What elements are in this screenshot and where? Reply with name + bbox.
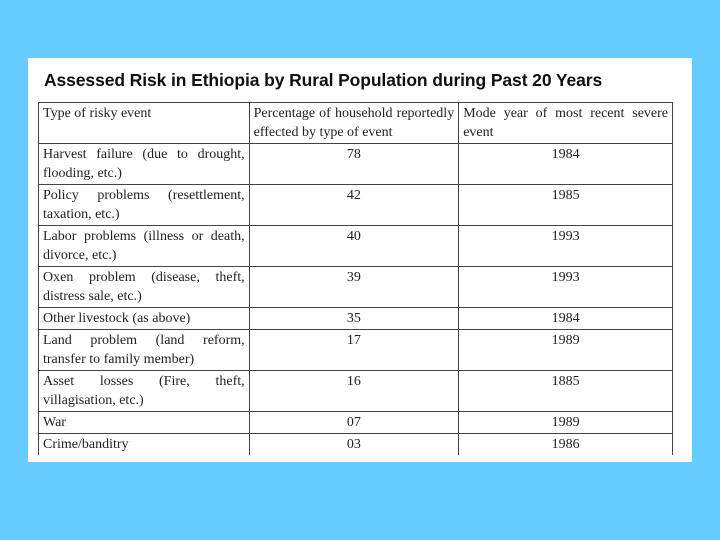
document-title: Assessed Risk in Ethiopia by Rural Popul… xyxy=(44,70,603,90)
cell-percentage: 39 xyxy=(248,266,460,308)
cell-event: Crime/banditry xyxy=(38,433,250,455)
header-mode-year: Mode year of most recent severe event xyxy=(458,102,673,144)
table-row: Policy problems (resettlement, taxation,… xyxy=(38,184,673,226)
cell-event: Other livestock (as above) xyxy=(38,307,250,330)
cell-year: 1989 xyxy=(458,411,673,434)
cell-year: 1985 xyxy=(458,184,673,226)
cell-event: Policy problems (resettlement, taxation,… xyxy=(38,184,250,226)
table-row: Crime/banditry 03 1986 xyxy=(38,433,673,455)
table-row: Labor problems (illness or death, divorc… xyxy=(38,225,673,267)
cell-event: Labor problems (illness or death, divorc… xyxy=(38,225,250,267)
table-row: Harvest failure (due to drought, floodin… xyxy=(38,143,673,185)
cell-event: Harvest failure (due to drought, floodin… xyxy=(38,143,250,185)
table-row: War 07 1989 xyxy=(38,411,673,434)
cell-year: 1984 xyxy=(458,307,673,330)
table-row: Oxen problem (disease, theft, distress s… xyxy=(38,266,673,308)
cell-percentage: 07 xyxy=(248,411,460,434)
table-row: Asset losses (Fire, theft, villagisation… xyxy=(38,370,673,412)
header-event-type: Type of risky event xyxy=(38,102,250,144)
cell-event: Oxen problem (disease, theft, distress s… xyxy=(38,266,250,308)
cell-event: Land problem (land reform, transfer to f… xyxy=(38,329,250,371)
cell-year: 1993 xyxy=(458,225,673,267)
cell-percentage: 42 xyxy=(248,184,460,226)
cell-year: 1986 xyxy=(458,433,673,455)
cell-percentage: 03 xyxy=(248,433,460,455)
cell-percentage: 17 xyxy=(248,329,460,371)
cell-year: 1993 xyxy=(458,266,673,308)
cell-year: 1885 xyxy=(458,370,673,412)
cell-percentage: 40 xyxy=(248,225,460,267)
cell-percentage: 16 xyxy=(248,370,460,412)
header-percentage: Percentage of household reportedly effec… xyxy=(248,102,460,144)
table-row: Land problem (land reform, transfer to f… xyxy=(38,329,673,371)
cell-year: 1984 xyxy=(458,143,673,185)
table-row: Other livestock (as above) 35 1984 xyxy=(38,307,673,330)
cell-percentage: 78 xyxy=(248,143,460,185)
risk-table: Type of risky event Percentage of househ… xyxy=(38,102,673,455)
cell-year: 1989 xyxy=(458,329,673,371)
table-header-row: Type of risky event Percentage of househ… xyxy=(38,102,673,144)
cell-percentage: 35 xyxy=(248,307,460,330)
cell-event: Asset losses (Fire, theft, villagisation… xyxy=(38,370,250,412)
cell-event: War xyxy=(38,411,250,434)
